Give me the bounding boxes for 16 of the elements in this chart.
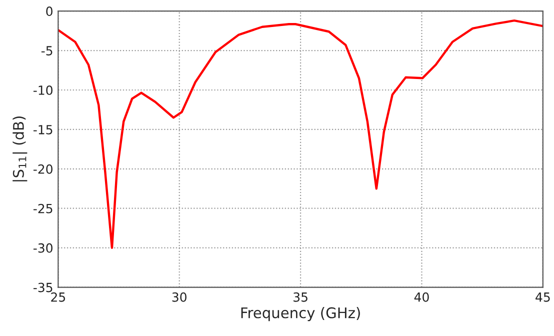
y-tick-label: 0: [46, 6, 52, 16]
y-axis-title: |S$_{11}$| (dB): [12, 116, 28, 182]
x-tick-label: 35: [294, 292, 308, 302]
x-tick-label: 30: [172, 292, 186, 302]
x-axis-title: Frequency (GHz): [241, 307, 360, 322]
y-tick-label: -5: [41, 46, 52, 56]
x-tick-label: 40: [414, 292, 429, 302]
y-tick-label: -35: [34, 282, 52, 292]
line-series: [58, 19, 543, 249]
y-tick-label: -30: [34, 243, 52, 253]
y-tick-label: -20: [34, 164, 52, 174]
x-tick-label: 45: [536, 292, 550, 302]
x-tick-label: 25: [51, 292, 66, 302]
y-tick-label: -25: [34, 204, 52, 214]
y-tick-label: -15: [34, 125, 52, 134]
y-tick-label: -10: [34, 85, 52, 95]
